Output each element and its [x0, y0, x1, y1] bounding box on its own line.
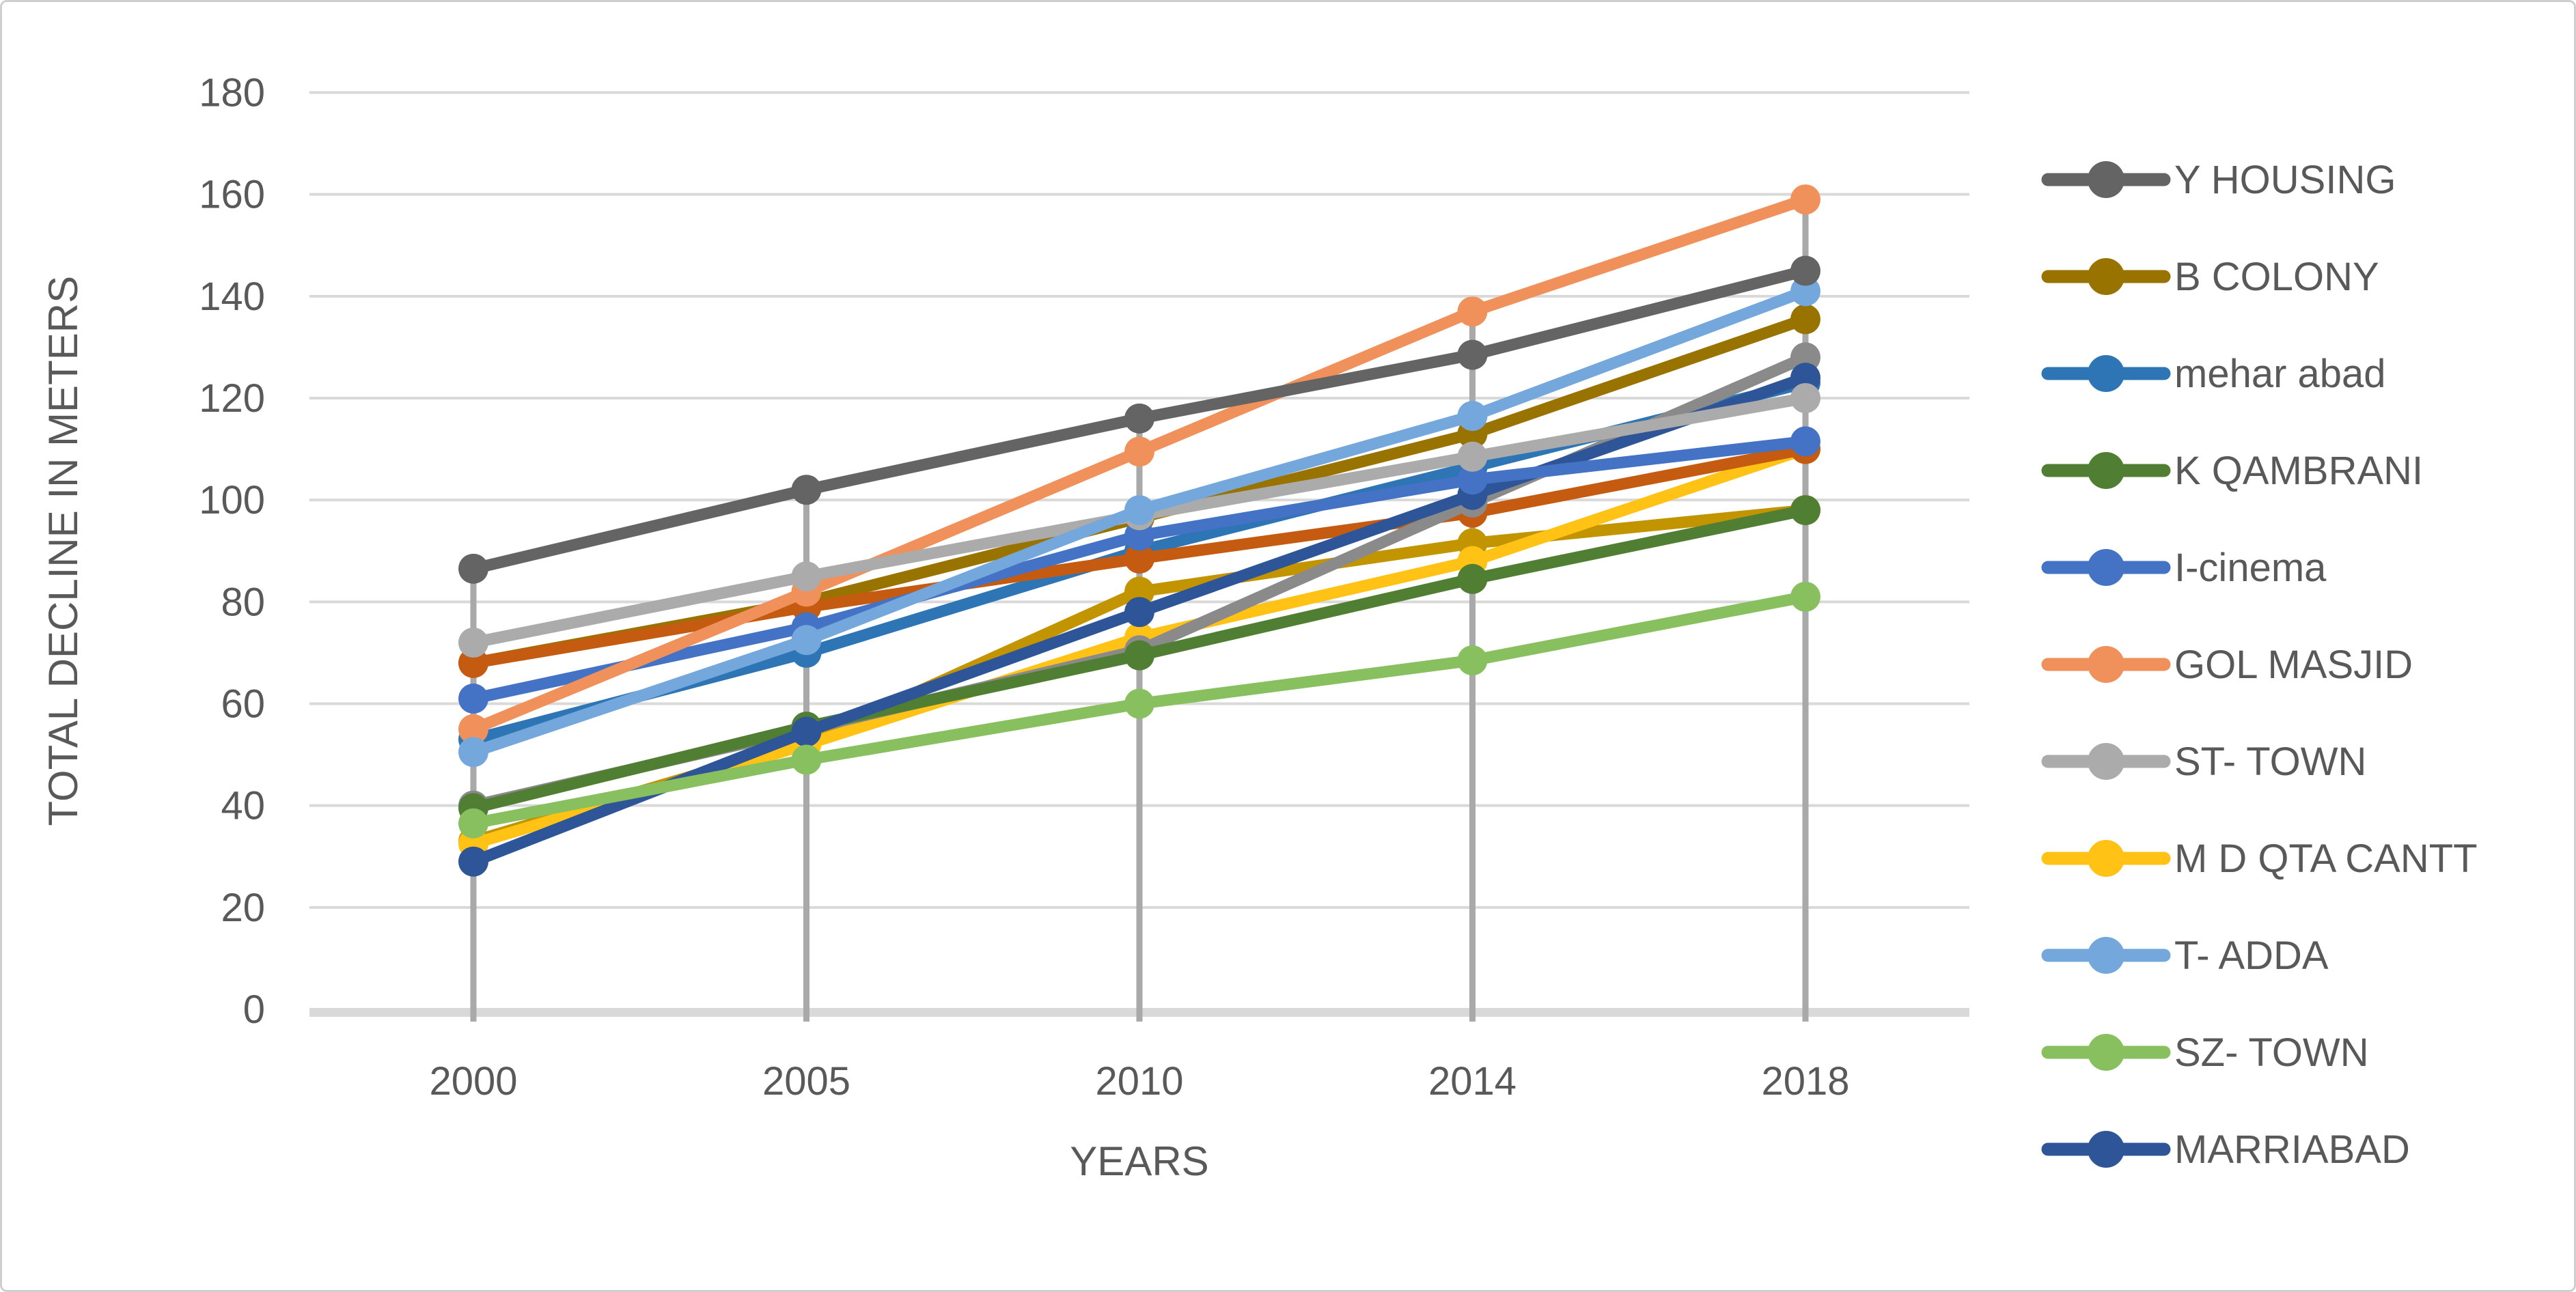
legend-label-mehar-abad: mehar abad — [2174, 352, 2386, 396]
data-point-t-adda-2014 — [1457, 401, 1488, 432]
data-point-st-town-2014 — [1457, 441, 1488, 472]
legend-swatch-dot-i-cinema — [2088, 549, 2124, 586]
y-tick-label-40: 40 — [221, 784, 265, 828]
data-point-y-housing-2005 — [791, 475, 822, 505]
legend-swatch-dot-sz-town — [2088, 1034, 2124, 1071]
data-point-k-qambrani-2014 — [1457, 563, 1488, 594]
data-point-k-qambrani-2010 — [1124, 640, 1154, 671]
data-point-i-cinema-2000 — [458, 684, 488, 714]
y-axis-tick-labels: 0 20 40 60 80 100 120 140 160 180 — [199, 71, 265, 1033]
data-point-i-cinema-2018 — [1790, 426, 1820, 457]
legend-item-sz-town: SZ- TOWN — [2041, 1030, 2369, 1075]
series-y-housing — [458, 255, 1820, 584]
x-tick-label-2018: 2018 — [1761, 1059, 1849, 1104]
x-tick-label-2005: 2005 — [762, 1059, 850, 1104]
x-axis-title: YEARS — [1070, 1138, 1208, 1184]
legend-item-m-d-qta-cantt: M D QTA CANTT — [2041, 837, 2478, 881]
data-point-marriabad-2010 — [1124, 597, 1154, 628]
data-point-marriabad-2000 — [458, 846, 488, 877]
legend-label-st-town: ST- TOWN — [2174, 740, 2366, 784]
legend-label-marriabad: MARRIABAD — [2174, 1127, 2410, 1172]
y-tick-label-100: 100 — [199, 478, 265, 522]
data-point-st-town-2005 — [791, 561, 822, 592]
y-tick-label-140: 140 — [199, 275, 265, 319]
y-tick-label-60: 60 — [221, 682, 265, 727]
series-t-adda — [458, 276, 1820, 768]
legend-item-k-qambrani: K QAMBRANI — [2041, 449, 2423, 493]
data-point-gol-masjid-2000 — [458, 714, 488, 744]
legend: Y HOUSING B COLONY mehar abad K QAMBRANI I-c… — [2041, 158, 2478, 1172]
data-point-t-adda-2010 — [1124, 495, 1154, 526]
data-point-k-qambrani-2018 — [1790, 495, 1820, 526]
legend-label-b-colony: B COLONY — [2174, 255, 2379, 299]
legend-item-i-cinema: I-cinema — [2041, 546, 2327, 590]
legend-swatch-dot-gol-masjid — [2088, 646, 2124, 683]
x-tick-label-2000: 2000 — [429, 1059, 517, 1104]
series-group — [458, 184, 1820, 877]
y-tick-label-180: 180 — [199, 71, 265, 115]
legend-swatch-dot-st-town — [2088, 743, 2124, 780]
y-axis-title: TOTAL DECLINE IN METERS — [40, 276, 86, 826]
y-tick-label-0: 0 — [243, 987, 265, 1032]
legend-item-t-adda: T- ADDA — [2041, 933, 2329, 978]
series-sz-town — [458, 581, 1820, 839]
legend-label-m-d-qta-cantt: M D QTA CANTT — [2174, 837, 2478, 881]
legend-item-st-town: ST- TOWN — [2041, 740, 2366, 784]
y-tick-label-120: 120 — [199, 376, 265, 421]
legend-label-gol-masjid: GOL MASJID — [2174, 643, 2413, 687]
legend-item-y-housing: Y HOUSING — [2041, 158, 2396, 202]
x-tick-label-2014: 2014 — [1428, 1059, 1516, 1104]
data-point-sz-town-2010 — [1124, 688, 1154, 719]
legend-item-mehar-abad: mehar abad — [2041, 352, 2386, 396]
data-point-y-housing-2014 — [1457, 339, 1488, 370]
data-point-unlabeled-rust-2010 — [1124, 543, 1154, 574]
legend-swatch-dot-b-colony — [2088, 258, 2124, 295]
data-point-gol-masjid-2014 — [1457, 296, 1488, 327]
data-point-i-cinema-2014 — [1457, 464, 1488, 495]
legend-swatch-dot-y-housing — [2088, 161, 2124, 198]
data-point-b-colony-2018 — [1790, 304, 1820, 335]
y-tick-label-80: 80 — [221, 580, 265, 624]
data-point-gol-masjid-2010 — [1124, 436, 1154, 467]
data-point-sz-town-2018 — [1790, 581, 1820, 612]
data-point-sz-town-2005 — [791, 744, 822, 775]
x-axis-tick-labels: 2000 2005 2010 2014 2018 — [429, 1059, 1849, 1104]
data-point-t-adda-2005 — [791, 625, 822, 656]
legend-swatch-dot-m-d-qta-cantt — [2088, 840, 2124, 877]
legend-swatch-dot-t-adda — [2088, 937, 2124, 974]
legend-swatch-dot-marriabad — [2088, 1131, 2124, 1168]
data-point-t-adda-2000 — [458, 737, 488, 768]
data-point-st-town-2018 — [1790, 383, 1820, 413]
y-tick-label-160: 160 — [199, 173, 265, 217]
data-point-sz-town-2014 — [1457, 645, 1488, 676]
legend-item-marriabad: MARRIABAD — [2041, 1127, 2410, 1172]
x-tick-label-2010: 2010 — [1095, 1059, 1183, 1104]
legend-item-b-colony: B COLONY — [2041, 255, 2379, 299]
data-point-y-housing-2010 — [1124, 403, 1154, 434]
legend-label-sz-town: SZ- TOWN — [2174, 1030, 2369, 1075]
legend-item-gol-masjid: GOL MASJID — [2041, 643, 2413, 687]
legend-label-t-adda: T- ADDA — [2174, 933, 2329, 978]
legend-label-i-cinema: I-cinema — [2174, 546, 2327, 590]
y-tick-label-20: 20 — [221, 886, 265, 930]
data-point-marriabad-2005 — [791, 716, 822, 747]
data-point-st-town-2000 — [458, 628, 488, 658]
data-point-y-housing-2018 — [1790, 255, 1820, 286]
data-point-y-housing-2000 — [458, 553, 488, 584]
data-point-sz-town-2000 — [458, 808, 488, 839]
legend-label-y-housing: Y HOUSING — [2174, 158, 2396, 202]
legend-label-k-qambrani: K QAMBRANI — [2174, 449, 2423, 493]
data-point-gol-masjid-2018 — [1790, 184, 1820, 215]
legend-swatch-dot-mehar-abad — [2088, 355, 2124, 392]
legend-swatch-dot-k-qambrani — [2088, 452, 2124, 489]
